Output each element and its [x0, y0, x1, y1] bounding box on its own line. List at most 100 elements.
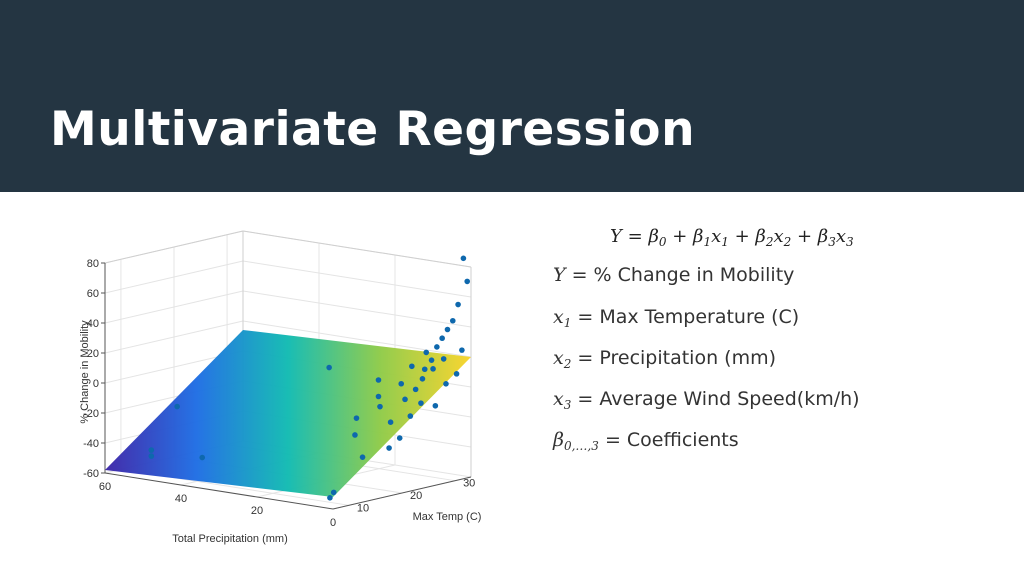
definition-row: x1 = Max Temperature (C): [553, 306, 799, 336]
z-tick-label: 40: [87, 318, 99, 330]
scatter-point: [377, 403, 383, 410]
z-tick-label: -20: [83, 408, 99, 420]
box-edge: [104, 230, 244, 264]
definition-text: = Precipitation (mm): [577, 347, 777, 369]
scatter-point: [460, 255, 467, 262]
definition-var: Y: [553, 264, 566, 286]
equation-var-sub: 3: [845, 235, 854, 249]
scatter-point: [418, 400, 424, 406]
scatter-point: [449, 317, 456, 324]
scatter-point: [443, 381, 449, 387]
scatter-point: [419, 376, 426, 382]
scatter-point: [386, 445, 392, 451]
scatter-point: [439, 335, 445, 342]
z-tick-label: 20: [87, 348, 99, 360]
z-tick-label: 80: [87, 258, 99, 270]
grid-line: [242, 320, 472, 358]
box-edge: [242, 230, 472, 268]
equation-coef: β: [648, 226, 659, 247]
precip-tick-label: 0: [330, 517, 336, 529]
precip-tick-label: 20: [251, 505, 263, 517]
regression-equation: Y = β0 + β1x1 + β2x2 + β3x3: [610, 226, 854, 249]
scatter-point: [412, 386, 419, 393]
definition-row: β0,…,3 = Coefficients: [553, 429, 739, 459]
precip-tick-label: 60: [99, 481, 111, 493]
definition-text: = % Change in Mobility: [571, 264, 795, 286]
scatter-point: [453, 371, 460, 377]
definition-var: x: [553, 306, 564, 328]
equation-coef: β: [693, 226, 704, 247]
definition-var: β: [553, 429, 564, 451]
equation-lhs: Y: [610, 226, 622, 247]
z-axis-label: % Change in Mobility: [79, 320, 91, 424]
definition-sub: 3: [563, 398, 572, 412]
definition-sub: 2: [563, 357, 572, 371]
precip-axis-line: [104, 472, 334, 510]
scatter-point: [434, 344, 440, 350]
scatter-point: [396, 435, 403, 441]
precip-tick-label: 40: [175, 493, 187, 505]
equation-coef-sub: 3: [828, 235, 836, 249]
equation-coef-sub: 0: [658, 235, 667, 249]
definition-var: x: [553, 388, 564, 410]
equation-var: x: [835, 226, 846, 247]
z-tick-label: -40: [83, 438, 99, 450]
scatter-point: [353, 415, 360, 421]
temp-tick-label: 30: [463, 478, 475, 490]
slide-header: Multivariate Regression: [0, 0, 1024, 192]
temp-axis-line: [332, 476, 472, 510]
temp-axis-label: Max Temp (C): [413, 511, 482, 523]
scatter-point: [459, 347, 465, 353]
scatter-point: [407, 413, 414, 419]
equation-coef: β: [755, 226, 766, 247]
temp-tick-label: 10: [357, 502, 369, 514]
definition-text: = Coefficients: [604, 429, 739, 451]
scatter-point: [455, 301, 461, 308]
slide-title: Multivariate Regression: [50, 102, 696, 157]
equation-coef-sub: 1: [703, 235, 712, 249]
equation-var-sub: 1: [721, 235, 729, 249]
z-tick-label: 60: [87, 288, 99, 300]
scatter-point: [423, 349, 430, 356]
equation-var: x: [773, 226, 784, 247]
scatter-point: [430, 366, 436, 372]
scatter-point: [402, 396, 408, 403]
scatter-point: [174, 403, 180, 410]
definition-sub: 1: [563, 316, 572, 330]
equation-coef-sub: 2: [765, 235, 774, 249]
scatter-point: [327, 495, 333, 501]
scatter-point: [387, 419, 394, 425]
definition-text: = Max Temperature (C): [577, 306, 800, 328]
definition-row: x2 = Precipitation (mm): [553, 347, 776, 377]
precip-axis-label: Total Precipitation (mm): [172, 533, 288, 545]
equation-equals: =: [627, 226, 643, 247]
definition-text: = Average Wind Speed(km/h): [577, 388, 860, 410]
scatter-point: [375, 393, 382, 400]
scatter-point: [440, 356, 447, 362]
equation-coef: β: [817, 226, 829, 247]
equation-var-sub: 2: [783, 235, 792, 249]
grid-line: [242, 260, 472, 298]
scatter-point: [148, 453, 155, 459]
regression-plane-group: [105, 330, 471, 497]
scatter-point: [199, 454, 206, 461]
z-tick-label: 0: [93, 378, 99, 390]
scatter-point: [409, 363, 415, 370]
scatter-point: [375, 377, 382, 383]
definition-sub: 0,…,3: [563, 439, 599, 453]
regression-plane: [105, 330, 471, 497]
scatter-point: [148, 447, 155, 453]
grid-line: [242, 290, 472, 328]
scatter-point: [352, 432, 358, 438]
scatter-point: [464, 278, 471, 285]
scatter-point: [444, 326, 451, 333]
definition-row: Y = % Change in Mobility: [553, 264, 794, 294]
temp-tick-label: 20: [410, 490, 422, 502]
scatter-point: [421, 366, 428, 373]
scatter-point: [326, 364, 332, 371]
z-tick-label: -60: [83, 468, 99, 480]
scatter-point: [428, 357, 435, 363]
scatter-point: [398, 380, 405, 387]
equation-var: x: [711, 226, 722, 247]
